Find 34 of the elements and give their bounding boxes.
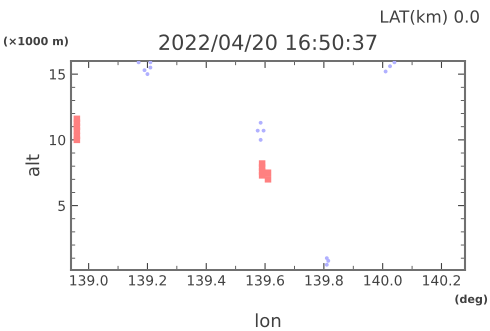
x-tick-label: 139.8 (306, 275, 343, 286)
x-tick-label: 139.4 (188, 275, 226, 286)
point (148, 66, 152, 70)
point (326, 258, 330, 263)
point (392, 61, 396, 64)
y-axis-title: alt (25, 154, 40, 176)
x-tick-label: 139.0 (70, 275, 108, 286)
point (264, 169, 272, 176)
point (262, 128, 266, 133)
x-tick-label: 139.6 (246, 275, 284, 286)
point (384, 70, 388, 74)
chart-title: 2022/04/20 16:50:37 (159, 34, 376, 52)
y-tick-label: 15 (50, 69, 65, 80)
point (258, 120, 263, 125)
point (136, 61, 141, 64)
text: (deg) (455, 294, 488, 306)
point (388, 64, 392, 68)
y-tick-label: 10 (50, 134, 66, 146)
text: LAT(km) 0.0 (380, 10, 479, 25)
point (142, 68, 146, 72)
x-tick-label: 139.2 (129, 275, 166, 286)
x-tick-label: 140.0 (364, 275, 402, 286)
x-axis-title: lon (256, 313, 280, 328)
point (256, 128, 260, 133)
point (324, 262, 329, 267)
text: (×1000 m) (4, 36, 68, 47)
point (264, 176, 272, 183)
point (258, 138, 263, 142)
point (148, 61, 152, 64)
point (74, 116, 80, 122)
point (258, 160, 266, 167)
point (145, 72, 150, 76)
x-tick-label: 140.2 (423, 275, 460, 286)
y-tick-label: 5 (58, 200, 65, 212)
